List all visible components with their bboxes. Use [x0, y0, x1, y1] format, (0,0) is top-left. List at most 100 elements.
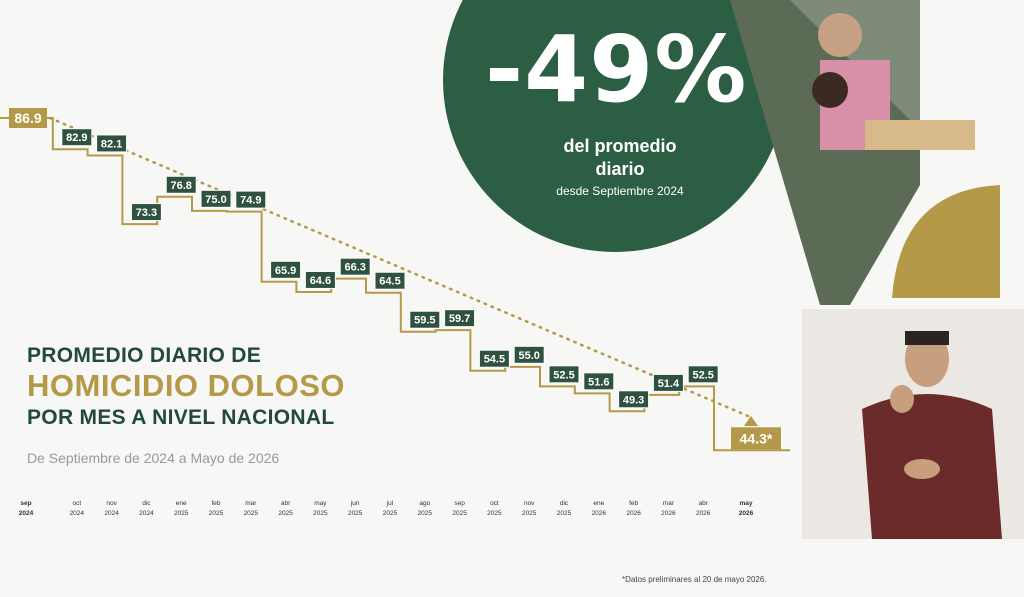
x-tick-year: 2025 [418, 510, 433, 517]
x-tick-year: 2026 [592, 510, 607, 517]
x-tick-year: 2025 [487, 510, 502, 517]
x-tick-year: 2025 [522, 510, 537, 517]
data-label: 82.1 [96, 134, 128, 153]
x-tick-year: 2024 [19, 510, 34, 517]
x-tick-year: 2025 [313, 510, 328, 517]
data-label-text: 49.3 [623, 394, 644, 406]
data-label-text: 76.8 [170, 180, 191, 192]
title-line1: PROMEDIO DIARIO DE [27, 344, 262, 367]
data-label: 82.9 [61, 128, 93, 147]
x-tick-year: 2025 [557, 510, 572, 517]
data-label-text: 75.0 [205, 194, 226, 206]
data-label: 52.5 [548, 365, 580, 384]
header-desc: del promedio diario [563, 136, 677, 179]
x-tick-year: 2025 [383, 510, 398, 517]
x-tick-month: abr [281, 500, 291, 507]
data-label: 66.3 [339, 257, 371, 276]
x-tick-year: 2026 [739, 510, 754, 517]
data-label-text: 59.5 [414, 315, 435, 327]
data-label-text: 82.9 [66, 132, 87, 144]
data-label-text: 66.3 [344, 262, 365, 274]
x-tick-year: 2026 [696, 510, 711, 517]
x-tick-month: oct [490, 500, 499, 507]
x-tick-year: 2024 [139, 510, 154, 517]
interpreter-video [802, 309, 1024, 539]
x-tick-month: may [314, 500, 327, 507]
x-tick-month: jun [350, 500, 360, 507]
data-label: 54.5 [478, 349, 510, 368]
x-tick-month: dic [142, 500, 151, 507]
x-tick-month: ene [176, 500, 187, 507]
data-label: 75.0 [200, 189, 232, 208]
x-tick-year: 2025 [174, 510, 189, 517]
x-tick-year: 2026 [626, 510, 641, 517]
data-label: 55.0 [513, 345, 545, 364]
x-tick-month: mar [663, 500, 675, 507]
x-tick-month: sep [20, 500, 31, 507]
x-tick-month: ago [419, 500, 430, 507]
subtitle: De Septiembre de 2024 a Mayo de 2026 [27, 450, 280, 466]
data-label: 59.5 [409, 310, 441, 329]
x-tick-year: 2025 [209, 510, 224, 517]
data-label: 49.3 [618, 390, 650, 409]
x-tick-month: nov [524, 500, 535, 507]
data-label-text: 44.3* [740, 430, 773, 446]
data-label-text: 74.9 [240, 195, 261, 207]
x-tick-year: 2025 [244, 510, 259, 517]
x-tick-month: dic [560, 500, 569, 507]
x-tick-month: ene [593, 500, 604, 507]
x-tick-month: mar [245, 500, 257, 507]
data-label-text: 65.9 [275, 265, 296, 277]
header-since: desde Septiembre 2024 [556, 184, 684, 198]
x-tick-month: feb [211, 500, 220, 507]
percent-change: -49% [485, 16, 748, 123]
data-label-text: 59.7 [449, 313, 470, 325]
x-tick-month: abr [698, 500, 708, 507]
data-label: 64.5 [374, 271, 406, 290]
trend-arrow [744, 416, 758, 426]
data-label: 44.3* [731, 427, 781, 450]
data-label-text: 52.5 [553, 369, 574, 381]
x-tick-month: jul [386, 500, 394, 507]
x-tick-month: may [739, 500, 752, 507]
data-label-text: 64.6 [310, 275, 331, 287]
data-label: 64.6 [304, 270, 336, 289]
gold-shape [892, 185, 1000, 298]
data-label: 73.3 [130, 203, 162, 222]
data-label-text: 54.5 [484, 354, 505, 366]
data-label-text: 86.9 [14, 110, 41, 126]
title-line3: POR MES A NIVEL NACIONAL [27, 406, 335, 429]
data-label: 51.6 [583, 372, 615, 391]
interpreter-figure [802, 309, 1024, 539]
data-label: 65.9 [270, 260, 302, 279]
trend-line [48, 116, 750, 418]
data-label: 76.8 [165, 175, 197, 194]
data-label-text: 64.5 [379, 276, 400, 288]
x-tick-year: 2025 [348, 510, 363, 517]
x-tick-year: 2026 [661, 510, 676, 517]
data-label-text: 52.5 [692, 369, 713, 381]
title-line2: HOMICIDIO DOLOSO [27, 368, 345, 403]
data-label-text: 51.6 [588, 376, 609, 388]
data-label-text: 73.3 [136, 207, 157, 219]
x-tick-year: 2024 [70, 510, 85, 517]
data-label: 52.5 [687, 365, 719, 384]
data-label: 59.7 [444, 309, 476, 328]
data-label-text: 55.0 [518, 350, 539, 362]
x-tick-month: nov [106, 500, 117, 507]
photo-soldier-child [730, 0, 975, 305]
data-label: 74.9 [235, 190, 267, 209]
data-label: 51.4 [652, 373, 684, 392]
x-tick-year: 2025 [278, 510, 293, 517]
x-tick-month: feb [629, 500, 638, 507]
x-tick-year: 2024 [104, 510, 119, 517]
x-tick-year: 2025 [452, 510, 467, 517]
x-tick-month: oct [72, 500, 81, 507]
data-label-text: 82.1 [101, 138, 122, 150]
data-label: 86.9 [9, 108, 47, 128]
step-line [0, 117, 790, 452]
x-tick-month: sep [454, 500, 465, 507]
green-circle [443, 0, 787, 252]
data-label-text: 51.4 [658, 378, 680, 390]
